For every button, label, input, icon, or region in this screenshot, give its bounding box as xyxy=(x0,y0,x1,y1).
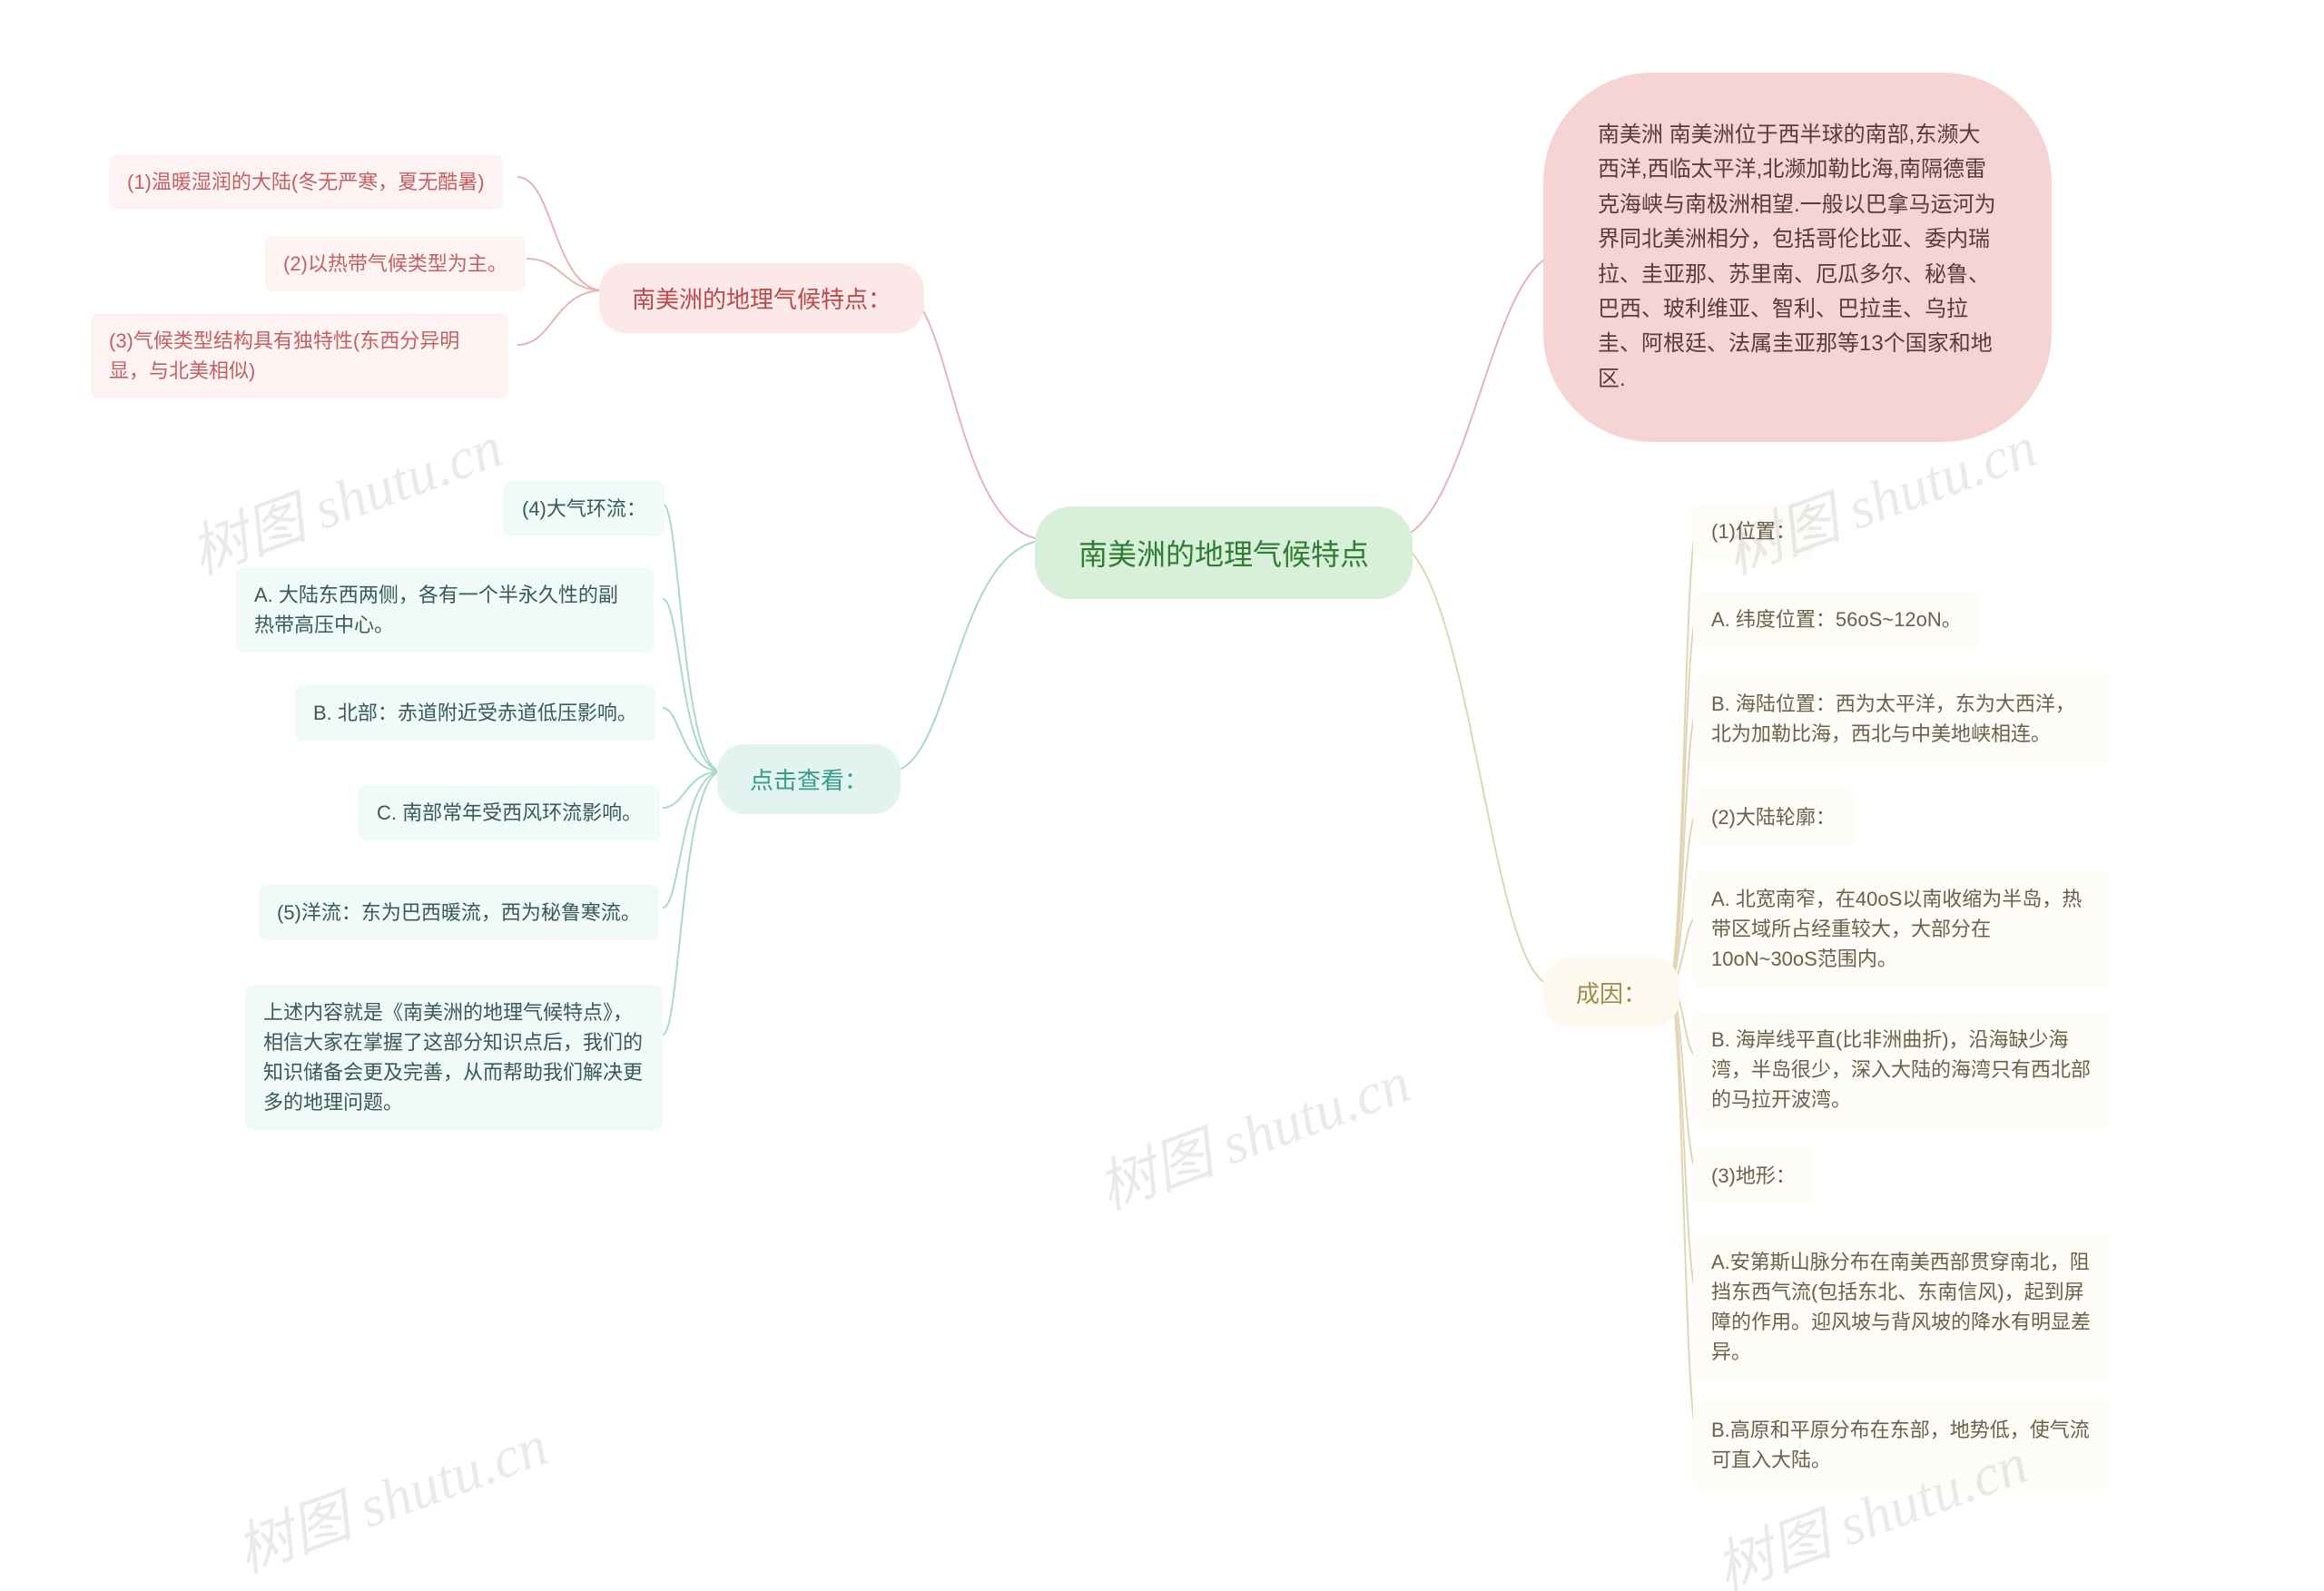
branch-click-view[interactable]: 点击查看： xyxy=(717,744,901,814)
leaf-cause-outline[interactable]: (2)大陆轮廓： xyxy=(1693,790,1854,845)
leaf-cause-lat[interactable]: A. 纬度位置：56oS~12oN。 xyxy=(1693,592,1980,647)
leaf-view-b[interactable]: B. 北部：赤道附近受赤道低压影响。 xyxy=(295,685,655,741)
watermark: 树图 shutu.cn xyxy=(222,1399,557,1588)
leaf-feat-2[interactable]: (2)以热带气候类型为主。 xyxy=(265,236,526,291)
watermark: 树图 shutu.cn xyxy=(1085,1036,1420,1225)
leaf-feat-1[interactable]: (1)温暖湿润的大陆(冬无严寒，夏无酷暑) xyxy=(109,154,503,210)
leaf-cause-sea[interactable]: B. 海陆位置：西为太平洋，东为大西洋，北为加勒比海，西北与中美地峡相连。 xyxy=(1693,676,2111,761)
leaf-view-summary[interactable]: 上述内容就是《南美洲的地理气候特点》，相信大家在掌握了这部分知识点后，我们的知识… xyxy=(245,985,663,1130)
leaf-feat-3[interactable]: (3)气候类型结构具有独特性(东西分异明显，与北美相似) xyxy=(91,313,508,398)
branch-causes[interactable]: 成因： xyxy=(1543,958,1679,1027)
branch-intro[interactable]: 南美洲 南美洲位于西半球的南部,东濒大西洋,西临太平洋,北濒加勒比海,南隔德雷克… xyxy=(1543,73,2052,442)
leaf-cause-terrain[interactable]: (3)地形： xyxy=(1693,1148,1814,1203)
leaf-view-4[interactable]: (4)大气环流： xyxy=(504,481,665,536)
leaf-view-5[interactable]: (5)洋流：东为巴西暖流，西为秘鲁寒流。 xyxy=(259,885,659,940)
leaf-cause-terrain-a[interactable]: A.安第斯山脉分布在南美西部贯穿南北，阻挡东西气流(包括东北、东南信风)，起到屏… xyxy=(1693,1234,2111,1380)
center-node[interactable]: 南美洲的地理气候特点 xyxy=(1035,506,1413,599)
leaf-view-a[interactable]: A. 大陆东西两侧，各有一个半永久性的副热带高压中心。 xyxy=(236,567,654,653)
leaf-cause-outline-a[interactable]: A. 北宽南窄，在40oS以南收缩为半岛，热带区域所占经重较大，大部分在10oN… xyxy=(1693,871,2111,987)
leaf-view-c[interactable]: C. 南部常年受西风环流影响。 xyxy=(359,785,660,840)
watermark: 树图 shutu.cn xyxy=(177,400,512,590)
leaf-cause-outline-b[interactable]: B. 海岸线平直(比非洲曲折)，沿海缺少海湾，半岛很少，深入大陆的海湾只有西北部… xyxy=(1693,1012,2111,1127)
branch-climate-features[interactable]: 南美洲的地理气候特点： xyxy=(599,263,924,333)
